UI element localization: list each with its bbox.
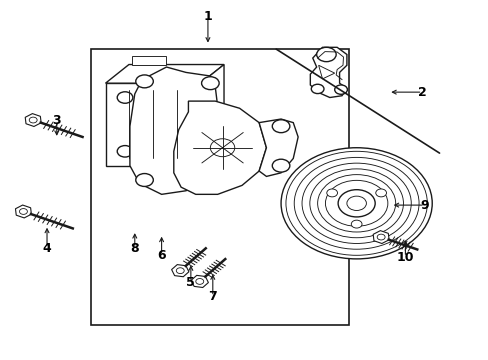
Text: 5: 5	[186, 276, 195, 289]
Circle shape	[334, 85, 346, 94]
Circle shape	[272, 159, 289, 172]
Circle shape	[316, 47, 335, 62]
Circle shape	[346, 196, 366, 211]
Polygon shape	[200, 64, 224, 166]
Polygon shape	[105, 83, 200, 166]
Circle shape	[281, 148, 431, 259]
Circle shape	[195, 279, 203, 284]
Polygon shape	[25, 114, 41, 126]
Text: 8: 8	[130, 242, 139, 255]
Polygon shape	[259, 119, 298, 176]
Circle shape	[200, 171, 218, 184]
Text: 1: 1	[203, 10, 212, 23]
Text: 10: 10	[396, 251, 413, 264]
Polygon shape	[318, 65, 334, 79]
Polygon shape	[130, 67, 220, 194]
Circle shape	[176, 268, 184, 274]
Circle shape	[173, 145, 188, 157]
Circle shape	[337, 190, 374, 217]
Polygon shape	[310, 47, 346, 98]
Circle shape	[272, 120, 289, 133]
Text: 3: 3	[52, 114, 61, 127]
Text: 7: 7	[208, 290, 217, 303]
Polygon shape	[16, 205, 31, 218]
Polygon shape	[105, 64, 224, 83]
Text: 2: 2	[417, 86, 426, 99]
Polygon shape	[171, 265, 188, 277]
Polygon shape	[191, 275, 208, 288]
Circle shape	[117, 92, 133, 103]
Circle shape	[29, 117, 37, 123]
Circle shape	[136, 174, 153, 186]
Polygon shape	[173, 101, 266, 194]
Text: 9: 9	[420, 199, 428, 212]
Text: 4: 4	[42, 242, 51, 255]
Polygon shape	[91, 49, 348, 325]
Polygon shape	[372, 231, 388, 243]
Circle shape	[210, 139, 234, 157]
Circle shape	[117, 145, 133, 157]
Circle shape	[376, 234, 385, 240]
Circle shape	[136, 75, 153, 88]
Circle shape	[201, 77, 219, 90]
Circle shape	[20, 208, 27, 215]
Circle shape	[173, 92, 188, 103]
Circle shape	[350, 220, 361, 228]
Circle shape	[375, 189, 386, 197]
Text: 6: 6	[157, 249, 165, 262]
Circle shape	[326, 189, 337, 197]
Polygon shape	[132, 55, 166, 64]
Circle shape	[311, 84, 324, 94]
